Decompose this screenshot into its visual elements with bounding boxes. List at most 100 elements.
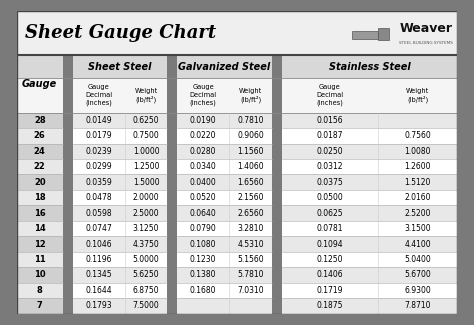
Bar [73,159,167,175]
Bar [17,236,63,252]
Text: 2.6560: 2.6560 [237,209,264,218]
Bar [73,78,167,113]
Bar [282,128,457,144]
Text: STEEL BUILDING SYSTEMS: STEEL BUILDING SYSTEMS [399,41,453,45]
Text: 0.0190: 0.0190 [190,116,217,125]
Bar [177,283,272,298]
Bar [177,78,272,113]
Text: 0.0250: 0.0250 [317,147,343,156]
Text: 0.0781: 0.0781 [317,224,343,233]
Text: 5.6700: 5.6700 [404,270,431,280]
Text: 11: 11 [34,255,46,264]
Bar [177,236,272,252]
Text: 0.0149: 0.0149 [85,116,112,125]
Text: 0.1719: 0.1719 [317,286,343,295]
Text: 0.1406: 0.1406 [317,270,343,280]
Bar [73,205,167,221]
Text: 7.5000: 7.5000 [133,301,159,310]
Bar [73,190,167,205]
Text: 2.0000: 2.0000 [133,193,159,202]
Text: 1.1560: 1.1560 [237,147,264,156]
Text: 1.0000: 1.0000 [133,147,159,156]
Text: Gauge: Gauge [22,79,57,89]
Text: 0.0359: 0.0359 [85,178,112,187]
Bar [282,205,457,221]
Text: 0.0156: 0.0156 [317,116,343,125]
Text: 0.7810: 0.7810 [237,116,264,125]
Bar [17,190,63,205]
Text: 1.2600: 1.2600 [405,162,431,171]
Text: Stainless Steel: Stainless Steel [328,61,410,72]
Text: 0.0179: 0.0179 [85,131,112,140]
Bar [17,144,63,159]
Text: 0.0478: 0.0478 [85,193,112,202]
Bar [17,159,63,175]
Text: 1.0080: 1.0080 [405,147,431,156]
Bar [73,236,167,252]
Text: 5.1560: 5.1560 [237,255,264,264]
Bar [282,267,457,283]
Bar [177,128,272,144]
Text: 1.5120: 1.5120 [405,178,431,187]
Text: 0.6250: 0.6250 [133,116,159,125]
Text: 0.0598: 0.0598 [85,209,112,218]
Text: 0.1230: 0.1230 [190,255,216,264]
Text: 3.2810: 3.2810 [237,224,264,233]
Bar [272,55,282,314]
Bar [177,267,272,283]
Text: 0.0375: 0.0375 [317,178,343,187]
Text: 0.1250: 0.1250 [317,255,343,264]
Text: 5.6250: 5.6250 [133,270,159,280]
Text: 18: 18 [34,193,46,202]
Text: 1.2500: 1.2500 [133,162,159,171]
Text: 20: 20 [34,178,46,187]
Bar [17,298,63,314]
Bar [378,28,389,40]
Text: 4.4100: 4.4100 [404,240,431,249]
Text: Galvanized Steel: Galvanized Steel [178,61,271,72]
Text: Sheet Steel: Sheet Steel [88,61,152,72]
Text: Weight
(lb/ft²): Weight (lb/ft²) [406,88,429,103]
Text: 14: 14 [34,224,46,233]
Text: 0.1345: 0.1345 [85,270,112,280]
Bar [17,221,63,236]
Text: 0.0640: 0.0640 [190,209,217,218]
Text: 0.0280: 0.0280 [190,147,216,156]
Bar [282,236,457,252]
Text: 28: 28 [34,116,46,125]
Bar [73,267,167,283]
Text: 0.9060: 0.9060 [237,131,264,140]
Text: 10: 10 [34,270,46,280]
Bar [282,159,457,175]
Bar [17,267,63,283]
Bar [17,252,63,267]
Bar [73,175,167,190]
Text: 0.1644: 0.1644 [85,286,112,295]
Bar [73,113,167,128]
Text: 0.7560: 0.7560 [404,131,431,140]
Text: 0.0299: 0.0299 [85,162,112,171]
Text: 24: 24 [34,147,46,156]
Bar [73,221,167,236]
Bar [177,159,272,175]
Bar [282,113,457,128]
Text: 0.0312: 0.0312 [317,162,343,171]
Text: 12: 12 [34,240,46,249]
Bar [282,175,457,190]
Bar [282,78,457,113]
Text: 6.9300: 6.9300 [404,286,431,295]
Bar [17,11,457,55]
Text: 3.1250: 3.1250 [133,224,159,233]
Text: Gauge
Decimal
(inches): Gauge Decimal (inches) [316,84,344,106]
Text: 0.0220: 0.0220 [190,131,216,140]
Text: 2.5200: 2.5200 [405,209,431,218]
Text: 7.0310: 7.0310 [237,286,264,295]
Text: 16: 16 [34,209,46,218]
Text: 0.0790: 0.0790 [190,224,217,233]
Bar [17,283,63,298]
Text: 4.5310: 4.5310 [237,240,264,249]
Text: 0.0500: 0.0500 [317,193,343,202]
Text: 6.8750: 6.8750 [133,286,159,295]
Bar [73,128,167,144]
Bar [73,55,167,78]
